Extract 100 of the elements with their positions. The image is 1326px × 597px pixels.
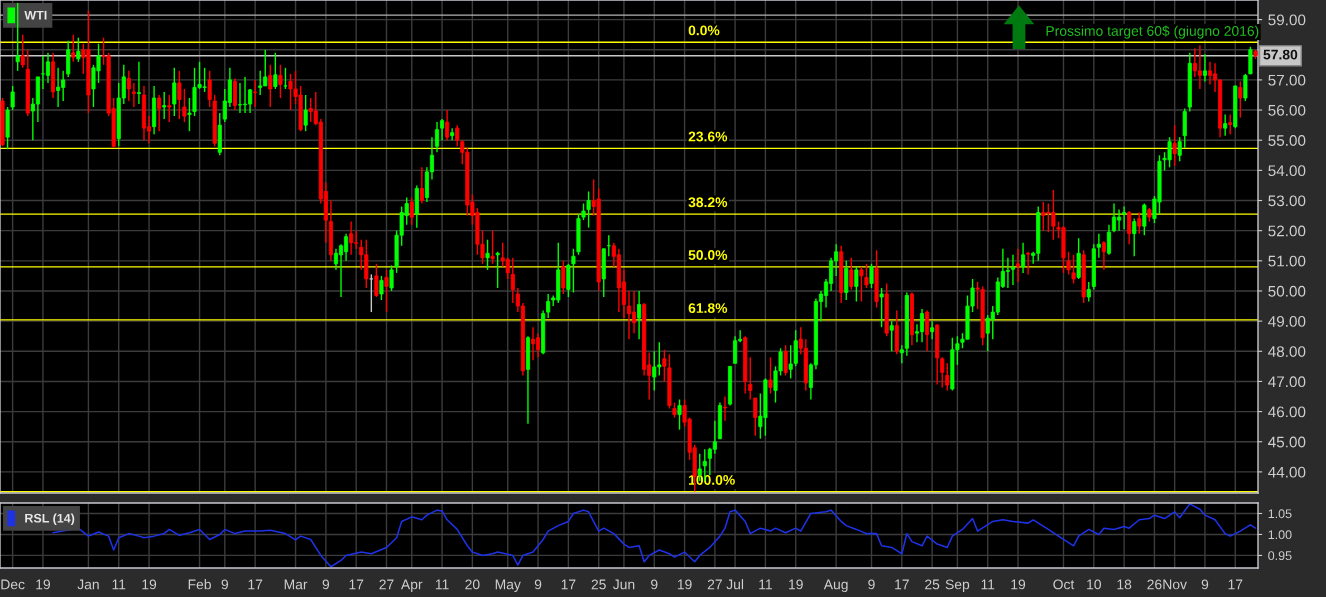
x-tick-label: 17 bbox=[1228, 579, 1243, 590]
annotation: 61.8% bbox=[688, 303, 728, 314]
candlestick bbox=[409, 196, 414, 226]
y-tick-label: 56.00 bbox=[1268, 104, 1306, 116]
x-tick-label: Jul bbox=[726, 579, 744, 590]
candlestick bbox=[631, 290, 637, 334]
candlestick bbox=[333, 248, 339, 271]
candlestick bbox=[10, 85, 15, 111]
candlestick bbox=[637, 290, 642, 340]
legend-label: WTI bbox=[24, 10, 47, 20]
candlestick bbox=[1127, 210, 1132, 245]
x-tick-label: 17 bbox=[349, 579, 364, 590]
candlestick bbox=[712, 419, 717, 455]
x-tick-label: 19 bbox=[789, 579, 803, 590]
candlestick bbox=[849, 257, 854, 291]
x-tick-label: Feb bbox=[188, 579, 211, 590]
candlestick bbox=[76, 36, 81, 63]
x-tick-label: Nov bbox=[1163, 579, 1187, 590]
x-tick-label: 19 bbox=[142, 579, 157, 590]
candlestick bbox=[864, 263, 869, 289]
candlestick bbox=[854, 266, 859, 303]
x-tick-label: 9 bbox=[534, 579, 542, 590]
candlestick bbox=[1243, 73, 1248, 102]
x-tick-label: Sep bbox=[945, 579, 970, 593]
candlestick bbox=[349, 220, 354, 256]
candlestick bbox=[722, 395, 728, 422]
candlestick bbox=[131, 82, 136, 108]
x-tick-label: Oct bbox=[1053, 579, 1075, 590]
candlestick bbox=[1101, 240, 1106, 271]
candlestick bbox=[1207, 61, 1213, 86]
candlestick bbox=[1172, 124, 1177, 167]
candlestick bbox=[1026, 251, 1031, 276]
x-tick-label: Dec bbox=[1, 579, 25, 590]
candlestick bbox=[626, 290, 632, 340]
candlestick bbox=[187, 97, 192, 132]
candlestick bbox=[15, 2, 20, 72]
candlestick bbox=[172, 67, 177, 117]
candlestick bbox=[869, 263, 874, 289]
candlestick bbox=[1096, 232, 1101, 259]
x-tick-label: 9 bbox=[1201, 579, 1209, 590]
candlestick bbox=[1106, 223, 1112, 256]
annotation: 50.0% bbox=[688, 250, 728, 260]
y-tick-label: 44.00 bbox=[1268, 466, 1306, 478]
candlestick bbox=[1177, 136, 1182, 163]
candlestick bbox=[1111, 202, 1117, 233]
x-tick-label: 11 bbox=[435, 579, 449, 590]
x-tick-label: 11 bbox=[759, 579, 772, 590]
candlestick bbox=[157, 94, 162, 132]
candlestick bbox=[1015, 248, 1021, 283]
x-tick-label: 19 bbox=[677, 579, 692, 590]
candlestick bbox=[930, 320, 935, 340]
x-tick-label: Mar bbox=[284, 579, 308, 590]
candlestick bbox=[485, 239, 490, 271]
candlestick bbox=[1132, 217, 1137, 257]
y-tick-label: 48.00 bbox=[1268, 346, 1306, 357]
candlestick bbox=[268, 64, 273, 108]
candlestick bbox=[242, 76, 248, 114]
candlestick bbox=[879, 287, 884, 328]
x-tick-label: 25 bbox=[925, 579, 940, 590]
candlestick bbox=[859, 266, 864, 303]
x-tick-label: Apr bbox=[400, 579, 423, 593]
annotation: 38.2% bbox=[688, 197, 728, 208]
x-tick-label: 25 bbox=[591, 579, 606, 590]
candlestick bbox=[1228, 113, 1233, 135]
candlestick bbox=[273, 52, 278, 90]
x-tick-label: 9 bbox=[322, 579, 330, 590]
y-tick-label: 51.00 bbox=[1268, 255, 1306, 267]
candlestick bbox=[20, 33, 25, 69]
candlestick bbox=[546, 293, 551, 319]
candlestick bbox=[283, 67, 288, 90]
legend-label: RSL (14) bbox=[25, 513, 75, 526]
candlestick bbox=[253, 79, 258, 108]
x-tick-label: 27 bbox=[707, 579, 722, 590]
y-tick-label: 0.95 bbox=[1268, 551, 1292, 561]
candlestick bbox=[278, 64, 283, 99]
x-tick-label: 19 bbox=[36, 579, 51, 590]
candlestick bbox=[445, 109, 450, 141]
candlestick bbox=[1086, 281, 1091, 303]
y-tick-label: 49.00 bbox=[1268, 316, 1306, 327]
candlestick bbox=[662, 349, 667, 383]
candlestick bbox=[889, 320, 894, 352]
candlestick bbox=[369, 273, 374, 313]
candlestick bbox=[1137, 211, 1142, 235]
candlestick bbox=[389, 264, 394, 292]
candlestick bbox=[45, 52, 51, 84]
candlestick bbox=[440, 118, 445, 141]
candlestick bbox=[374, 263, 379, 298]
y-tick-label: 53.00 bbox=[1268, 195, 1306, 207]
candlestick bbox=[1238, 80, 1243, 119]
candlestick bbox=[303, 94, 308, 132]
candlestick bbox=[167, 94, 172, 123]
x-tick-label: 20 bbox=[465, 579, 480, 590]
candlestick bbox=[561, 260, 566, 295]
candlestick bbox=[1021, 242, 1026, 274]
candlestick bbox=[419, 166, 424, 205]
candlestick bbox=[899, 344, 904, 365]
candlestick bbox=[733, 335, 738, 365]
candlestick bbox=[783, 344, 788, 377]
annotation: 23.6% bbox=[688, 131, 728, 142]
candlestick bbox=[925, 309, 930, 352]
